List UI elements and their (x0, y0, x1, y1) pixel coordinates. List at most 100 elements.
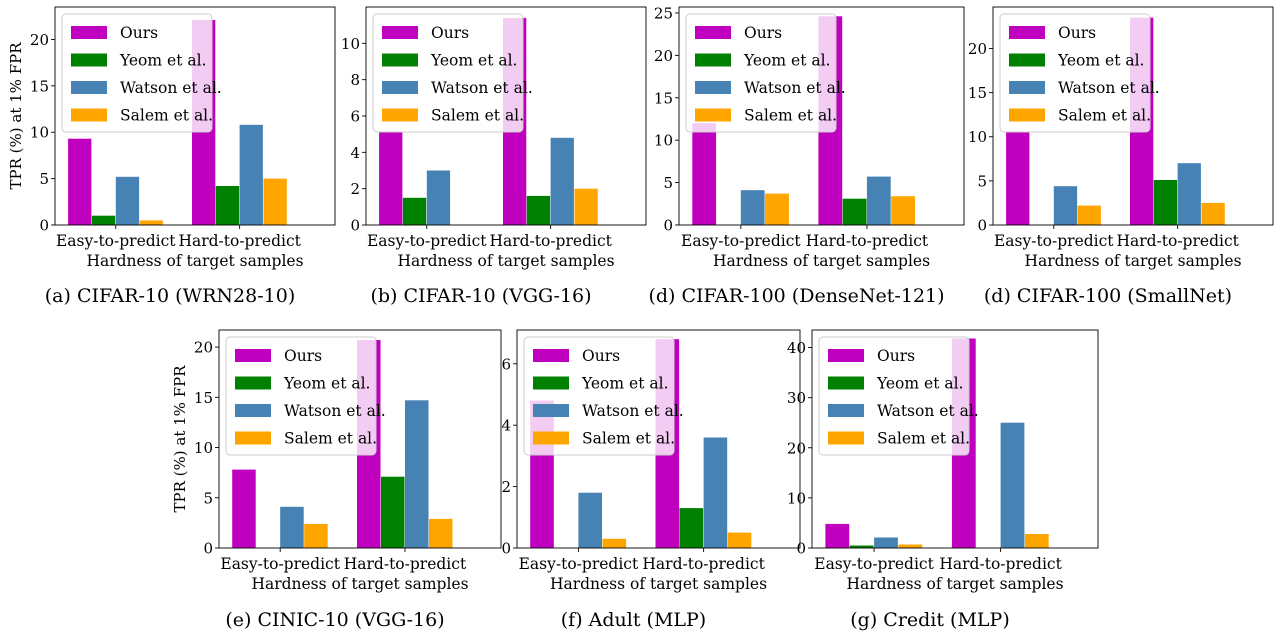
y-tick-label: 15 (654, 89, 673, 107)
legend-entry: Ours (877, 347, 915, 365)
legend-entry: Yeom et al. (876, 375, 963, 393)
bar-salem-et-al-easy-to-predict (602, 538, 627, 548)
bar-yeom-et-al-hard-to-predict (842, 198, 867, 225)
legend-swatch (828, 376, 864, 390)
legend-entry: Salem et al. (877, 430, 970, 448)
y-tick-label: 15 (968, 84, 987, 102)
bar-watson-et-al-easy-to-predict (426, 170, 451, 225)
legend-swatch (533, 404, 569, 417)
x-axis-label: Hardness of target samples (713, 252, 930, 270)
legend-box (685, 13, 837, 133)
y-tick-label: 10 (968, 128, 987, 146)
bar-salem-et-al-hard-to-predict (429, 518, 453, 548)
chart-panel-5: 0 5 10 15 20 Easy-to-predict Hard-to-predict Ha… (171, 329, 502, 631)
x-tick-label: Easy-to-predict (519, 555, 639, 573)
chart-panel-6: 0 2 4 6 Easy-to-predict Hard-to-predict Hardne… (501, 329, 801, 631)
legend-entry: Yeom et al. (430, 52, 517, 70)
legend-entry: Salem et al. (582, 430, 675, 448)
legend-swatch (828, 404, 864, 417)
chart-panel-7: 0 10 20 30 40 Easy-to-predict Hard-to-predict H… (787, 329, 1099, 631)
y-tick-label: 10 (30, 124, 49, 142)
legend-swatch (1009, 81, 1045, 94)
legend-entry: Yeom et al. (1057, 52, 1144, 70)
legend-entry: Watson et al. (877, 402, 979, 420)
y-axis-label: TPR (%) at 1% FPR (7, 42, 25, 190)
legend-entry: Ours (284, 347, 322, 365)
bar-salem-et-al-easy-to-predict (765, 193, 789, 225)
legend-swatch (382, 26, 418, 39)
x-tick-label: Hard-to-predict (344, 555, 467, 573)
legend-swatch (695, 81, 731, 94)
x-tick-label: Hard-to-predict (939, 555, 1062, 573)
panel-caption: (d) CIFAR-100 (DenseNet-121) (648, 285, 944, 307)
axes-frame (54, 6, 336, 226)
bar-yeom-et-al-hard-to-predict (679, 508, 704, 548)
legend: Ours Yeom et al. Watson et al. Salem et al. (372, 13, 533, 133)
legend: Ours Yeom et al. Watson et al. Salem et al. (225, 336, 386, 456)
legend-entry: Yeom et al. (743, 52, 830, 70)
y-tick-label: 40 (787, 339, 806, 357)
legend-box (61, 13, 213, 133)
legend-swatch (71, 53, 107, 67)
bar-watson-et-al-easy-to-predict (874, 537, 898, 548)
bar-watson-et-al-hard-to-predict (866, 176, 891, 225)
y-tick-label: 2 (350, 180, 360, 198)
bar-yeom-et-al-easy-to-predict (402, 197, 427, 226)
bar-watson-et-al-easy-to-predict (1053, 186, 1078, 225)
axes-frame (516, 329, 801, 549)
y-axis-label: TPR (%) at 1% FPR (171, 365, 189, 513)
legend-swatch (235, 431, 271, 445)
x-tick-label: Easy-to-predict (220, 555, 340, 573)
chart-panel-1: 0 5 10 15 20 Easy-to-predict Hard-to-predict Ha… (7, 6, 336, 307)
bar-salem-et-al-easy-to-predict (139, 220, 163, 225)
legend: Ours Yeom et al. Watson et al. Salem et al. (818, 336, 979, 456)
y-tick-label: 5 (203, 489, 213, 507)
y-tick-label: 20 (30, 31, 49, 49)
y-tick-label: 5 (39, 170, 49, 188)
bar-watson-et-al-easy-to-predict (578, 492, 602, 548)
legend: Ours Yeom et al. Watson et al. Salem et al. (685, 13, 846, 133)
legend-swatch (71, 26, 107, 39)
bar-salem-et-al-hard-to-predict (1201, 202, 1225, 225)
y-tick-label: 10 (787, 489, 806, 507)
bar-salem-et-al-hard-to-predict (263, 178, 287, 225)
panel-caption: (e) CINIC-10 (VGG-16) (225, 609, 444, 631)
legend-entry: Ours (1058, 24, 1096, 42)
legend-entry: Yeom et al. (119, 52, 206, 70)
legend-swatch (382, 108, 418, 122)
x-tick-label: Easy-to-predict (994, 232, 1114, 250)
axes-frame (218, 329, 502, 549)
bar-yeom-et-al-hard-to-predict (215, 186, 240, 225)
bar-watson-et-al-easy-to-predict (740, 190, 765, 225)
bar-ours-easy-to-predict (379, 132, 403, 225)
x-axis-label: Hardness of target samples (397, 252, 614, 270)
panel-caption: (g) Credit (MLP) (850, 609, 1010, 631)
bar-watson-et-al-hard-to-predict (1000, 422, 1025, 548)
legend-swatch (1009, 26, 1045, 39)
y-tick-label: 10 (654, 132, 673, 150)
x-tick-label: Hard-to-predict (642, 555, 765, 573)
legend-swatch (533, 349, 569, 362)
legend-entry: Watson et al. (1058, 79, 1160, 97)
bar-salem-et-al-hard-to-predict (727, 532, 752, 548)
legend-box (523, 336, 675, 456)
legend-swatch (235, 404, 271, 417)
y-tick-label: 20 (194, 339, 213, 357)
legend-entry: Watson et al. (120, 79, 222, 97)
bar-watson-et-al-hard-to-predict (1177, 163, 1201, 225)
legend: Ours Yeom et al. Watson et al. Salem et al. (523, 336, 684, 456)
legend-box (818, 336, 970, 456)
legend-swatch (695, 53, 731, 67)
x-tick-label: Easy-to-predict (814, 555, 934, 573)
legend-entry: Watson et al. (582, 402, 684, 420)
bar-salem-et-al-easy-to-predict (1077, 205, 1101, 225)
legend-entry: Watson et al. (744, 79, 846, 97)
legend-entry: Yeom et al. (283, 375, 370, 393)
bar-salem-et-al-hard-to-predict (1024, 534, 1049, 548)
bar-yeom-et-al-easy-to-predict (849, 545, 874, 548)
y-tick-label: 4 (501, 417, 511, 435)
x-tick-label: Easy-to-predict (367, 232, 487, 250)
x-tick-label: Hard-to-predict (489, 232, 612, 250)
panel-caption: (a) CIFAR-10 (WRN28-10) (45, 285, 296, 307)
